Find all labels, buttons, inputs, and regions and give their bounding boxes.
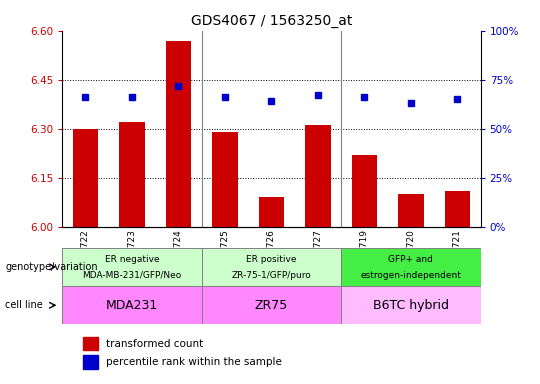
Bar <box>352 155 377 227</box>
Bar <box>398 194 424 227</box>
Text: MDA-MB-231/GFP/Neo: MDA-MB-231/GFP/Neo <box>82 271 181 280</box>
Title: GDS4067 / 1563250_at: GDS4067 / 1563250_at <box>191 14 352 28</box>
Bar <box>119 122 145 227</box>
Text: GFP+ and: GFP+ and <box>388 255 433 265</box>
Bar <box>166 40 191 227</box>
Text: transformed count: transformed count <box>106 339 204 349</box>
Bar <box>341 248 481 286</box>
Text: B6TC hybrid: B6TC hybrid <box>373 299 449 312</box>
Bar <box>341 286 481 324</box>
Text: ER positive: ER positive <box>246 255 296 265</box>
Bar <box>305 125 330 227</box>
Text: cell line: cell line <box>5 300 43 310</box>
Bar <box>72 129 98 227</box>
Bar <box>62 286 201 324</box>
Bar <box>83 337 98 350</box>
Text: ZR-75-1/GFP/puro: ZR-75-1/GFP/puro <box>232 271 311 280</box>
Bar <box>201 286 341 324</box>
Bar <box>201 248 341 286</box>
Bar <box>444 190 470 227</box>
Text: estrogen-independent: estrogen-independent <box>360 271 461 280</box>
Bar <box>212 132 238 227</box>
Text: MDA231: MDA231 <box>106 299 158 312</box>
Text: ZR75: ZR75 <box>255 299 288 312</box>
Text: genotype/variation: genotype/variation <box>5 262 98 272</box>
Bar <box>83 355 98 369</box>
Bar <box>62 248 201 286</box>
Bar <box>259 197 284 227</box>
Text: ER negative: ER negative <box>105 255 159 265</box>
Text: percentile rank within the sample: percentile rank within the sample <box>106 357 282 367</box>
